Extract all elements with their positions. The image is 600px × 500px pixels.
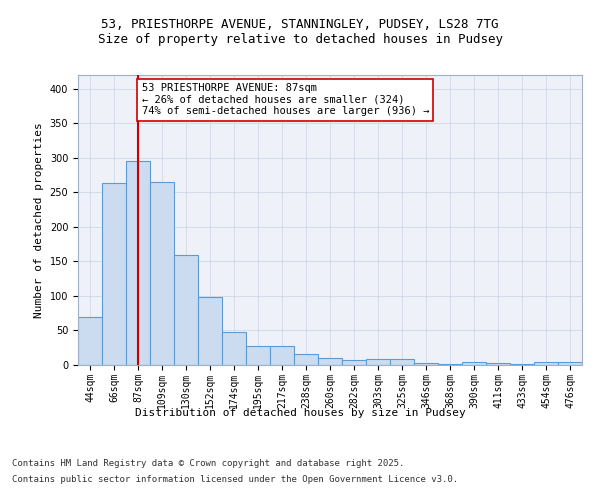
Text: Distribution of detached houses by size in Pudsey: Distribution of detached houses by size …	[134, 408, 466, 418]
Bar	[294, 354, 318, 365]
Text: Contains public sector information licensed under the Open Government Licence v3: Contains public sector information licen…	[12, 476, 458, 484]
Text: Contains HM Land Registry data © Crown copyright and database right 2025.: Contains HM Land Registry data © Crown c…	[12, 460, 404, 468]
Bar	[246, 346, 270, 365]
Bar	[174, 254, 198, 365]
Text: 53, PRIESTHORPE AVENUE, STANNINGLEY, PUDSEY, LS28 7TG: 53, PRIESTHORPE AVENUE, STANNINGLEY, PUD…	[101, 18, 499, 30]
Bar	[486, 363, 510, 365]
Bar	[198, 296, 222, 365]
Bar	[390, 360, 414, 365]
Bar	[222, 332, 246, 365]
Bar	[126, 162, 150, 365]
Bar	[270, 346, 294, 365]
Bar	[414, 363, 438, 365]
Bar	[318, 358, 342, 365]
Bar	[342, 360, 366, 365]
Bar	[366, 360, 390, 365]
Text: Size of property relative to detached houses in Pudsey: Size of property relative to detached ho…	[97, 32, 503, 46]
Bar	[438, 364, 462, 365]
Bar	[510, 364, 534, 365]
Y-axis label: Number of detached properties: Number of detached properties	[34, 122, 44, 318]
Bar	[78, 316, 102, 365]
Bar	[102, 184, 126, 365]
Bar	[462, 362, 486, 365]
Bar	[558, 362, 582, 365]
Bar	[150, 182, 174, 365]
Text: 53 PRIESTHORPE AVENUE: 87sqm
← 26% of detached houses are smaller (324)
74% of s: 53 PRIESTHORPE AVENUE: 87sqm ← 26% of de…	[142, 84, 429, 116]
Bar	[534, 362, 558, 365]
